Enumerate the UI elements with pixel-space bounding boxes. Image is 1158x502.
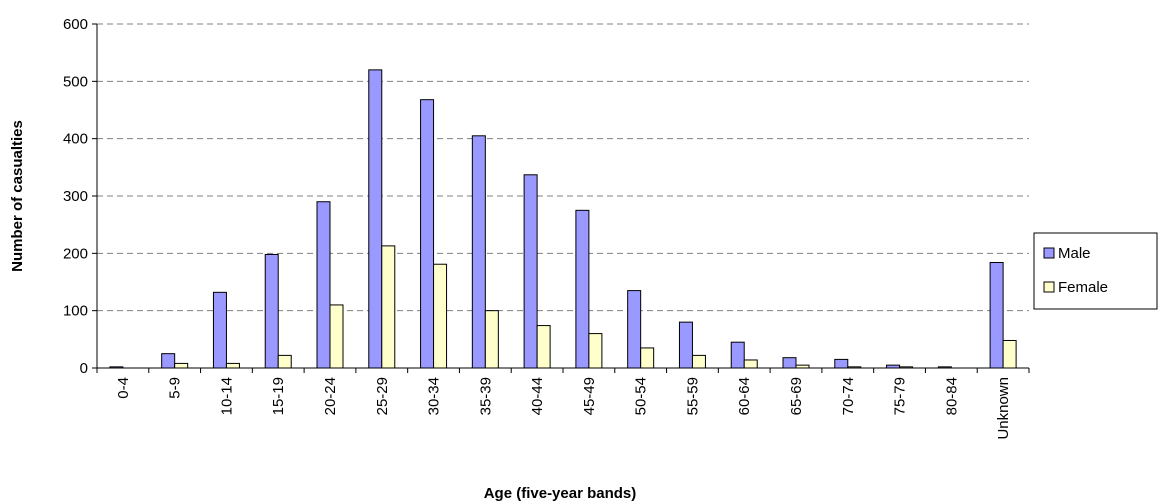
x-tick-label: 0-4 [115, 377, 132, 399]
bar-male-65-69 [782, 357, 797, 369]
bar-male-20-24 [316, 201, 331, 369]
bar-male-70-74 [834, 358, 849, 369]
bar-female-40-44 [536, 325, 551, 369]
bar-male-40-44 [523, 174, 538, 369]
bar-female-5-9 [174, 362, 189, 369]
bars [109, 69, 1017, 369]
bar-male-25-29 [368, 69, 383, 369]
legend-swatch-female [1043, 281, 1055, 293]
y-tick-label: 0 [80, 360, 88, 377]
bar-male-15-19 [264, 253, 279, 369]
y-tick-label: 600 [63, 16, 88, 33]
bar-male-unknown [989, 262, 1004, 369]
bar-male-10-14 [212, 291, 227, 369]
x-tick-label: 80-84 [943, 377, 960, 415]
bar-male-60-64 [730, 341, 745, 369]
bar-female-10-14 [225, 362, 240, 369]
bar-male-30-34 [420, 99, 435, 369]
x-tick-label: 50-54 [633, 377, 650, 415]
bar-male-35-39 [471, 135, 486, 369]
x-tick-label: 55-59 [684, 377, 701, 415]
legend-label-male: Male [1058, 245, 1091, 262]
x-tick-label: 70-74 [840, 377, 857, 415]
y-tick-label: 100 [63, 303, 88, 320]
x-tick-label: 65-69 [788, 377, 805, 415]
y-tick-labels: 0 100 200 300 400 500 600 [63, 16, 88, 377]
x-tick-label: 30-34 [426, 377, 443, 415]
bar-male-55-59 [678, 321, 693, 369]
bar-female-55-59 [691, 354, 706, 369]
bar-male-45-49 [575, 209, 590, 369]
y-tick-label: 200 [63, 245, 88, 262]
bar-female-50-54 [640, 347, 655, 369]
bar-female-unknown [1002, 339, 1017, 369]
x-tick-label: 25-29 [374, 377, 391, 415]
x-tick-label: 5-9 [167, 377, 184, 399]
x-tick-label: 60-64 [736, 377, 753, 415]
axes [92, 23, 1030, 373]
bar-female-45-49 [588, 333, 603, 369]
bar-female-60-64 [743, 359, 758, 369]
x-tick-label: 45-49 [581, 377, 598, 415]
y-tick-label: 500 [63, 73, 88, 90]
bar-female-15-19 [277, 354, 292, 369]
x-axis-title: Age (five-year bands) [484, 485, 637, 502]
x-tick-label: 40-44 [529, 377, 546, 415]
y-tick-label: 300 [63, 188, 88, 205]
x-tick-label: 20-24 [322, 377, 339, 415]
bar-female-35-39 [484, 310, 499, 369]
legend-label-female: Female [1058, 279, 1108, 296]
bar-female-25-29 [381, 245, 396, 369]
gridlines [97, 23, 1029, 312]
x-tick-label: 75-79 [892, 377, 909, 415]
bar-female-20-24 [329, 304, 344, 369]
legend-swatch-male [1043, 247, 1055, 259]
x-tick-labels: 0-4 5-9 10-14 15-19 20-24 25-29 30-34 35-39 40-4… [115, 377, 1012, 440]
x-tick-label: Unknown [995, 377, 1012, 440]
x-tick-label: 35-39 [477, 377, 494, 415]
bar-male-5-9 [161, 353, 176, 369]
y-tick-label: 400 [63, 131, 88, 148]
y-axis-title: Number of casualties [9, 120, 26, 272]
bar-male-50-54 [627, 290, 642, 369]
bar-female-30-34 [433, 263, 448, 369]
x-tick-label: 10-14 [218, 377, 235, 415]
legend: Male Female [1033, 232, 1158, 310]
x-tick-label: 15-19 [270, 377, 287, 415]
